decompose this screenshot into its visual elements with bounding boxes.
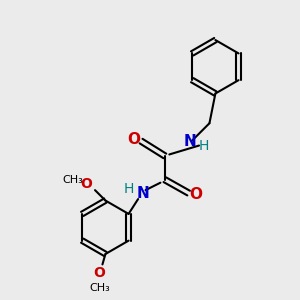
Text: N: N <box>184 134 196 148</box>
Text: O: O <box>94 266 105 280</box>
Text: O: O <box>190 187 202 202</box>
Text: CH₃: CH₃ <box>62 175 83 185</box>
Text: N: N <box>136 186 149 201</box>
Text: H: H <box>123 182 134 196</box>
Text: O: O <box>127 132 140 147</box>
Text: CH₃: CH₃ <box>89 283 110 293</box>
Text: H: H <box>199 139 209 152</box>
Text: O: O <box>80 177 92 191</box>
